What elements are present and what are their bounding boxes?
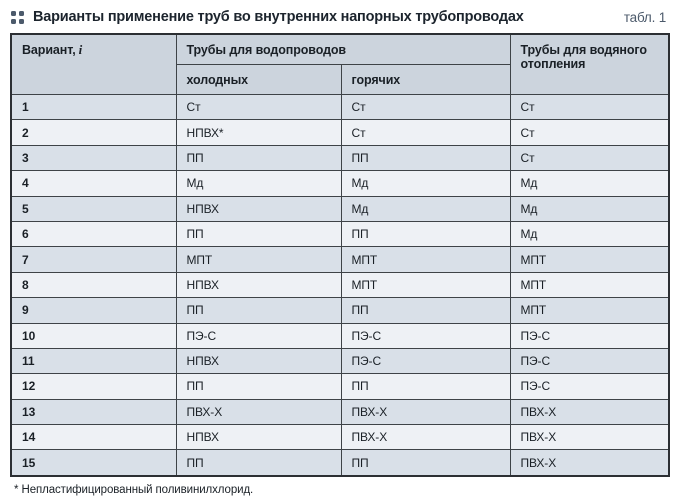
cell-hot: Ст bbox=[340, 93, 511, 121]
table-row: 10 ПЭ-С ПЭ-С ПЭ-С bbox=[10, 322, 670, 349]
table-row: 8 НПВХ МПТ МПТ bbox=[10, 271, 670, 299]
table-row: 12 ПП ПП ПЭ-С bbox=[10, 373, 670, 400]
variant-number: 9 bbox=[10, 297, 177, 324]
cell-cold: НПВХ bbox=[175, 347, 342, 375]
cell-cold: ПП bbox=[175, 220, 342, 248]
cell-hot: ПЭ-С bbox=[340, 322, 511, 349]
cell-hot: ПП bbox=[340, 220, 511, 248]
variant-index-symbol: i bbox=[78, 42, 83, 57]
cell-heating: ПЭ-С bbox=[509, 347, 670, 375]
footnote-marker: * bbox=[14, 483, 19, 496]
variant-number: 7 bbox=[10, 246, 177, 273]
cell-heating: ПВХ-Х bbox=[509, 449, 670, 477]
cell-heating: МПТ bbox=[509, 271, 670, 299]
table-row: 9 ПП ПП МПТ bbox=[10, 297, 670, 324]
cell-hot: ПП bbox=[340, 297, 511, 324]
table-row: 3 ПП ПП Ст bbox=[10, 144, 670, 172]
cell-heating: МПТ bbox=[509, 246, 670, 273]
grid-dot bbox=[11, 10, 16, 16]
cell-hot: ПЭ-С bbox=[340, 347, 511, 375]
cell-hot: МПТ bbox=[340, 246, 511, 273]
cell-hot: Мд bbox=[340, 195, 511, 222]
footnote: * Непластифицированный поливинилхлорид. bbox=[10, 484, 668, 496]
table-number-label: табл. 1 bbox=[623, 9, 666, 25]
cell-heating: Мд bbox=[509, 220, 670, 248]
variant-number: 5 bbox=[10, 195, 177, 222]
grid-dot bbox=[11, 18, 16, 24]
table-row: 2 НПВХ* Ст Ст bbox=[10, 119, 670, 146]
cell-cold: НПВХ bbox=[175, 424, 342, 451]
grid-dot bbox=[19, 18, 24, 24]
cell-cold: Мд bbox=[175, 170, 342, 197]
table-row: 7 МПТ МПТ МПТ bbox=[10, 246, 670, 273]
cell-cold: Ст bbox=[175, 93, 342, 121]
header-heating-pipes: Трубы для водяного отопления bbox=[509, 33, 670, 95]
cell-cold: НПВХ* bbox=[175, 119, 342, 146]
table-row: 1 Ст Ст Ст bbox=[10, 93, 670, 121]
title-bar: Варианты применение труб во внутренних н… bbox=[10, 6, 668, 28]
cell-heating: МПТ bbox=[509, 297, 670, 324]
cell-cold: ПП bbox=[175, 144, 342, 172]
cell-heating: Ст bbox=[509, 119, 670, 146]
header-cold: холодных bbox=[175, 64, 342, 95]
cell-hot: ПП bbox=[340, 449, 511, 477]
variant-number: 11 bbox=[10, 347, 177, 375]
variant-number: 6 bbox=[10, 220, 177, 248]
variant-number: 12 bbox=[10, 373, 177, 400]
cell-hot: МПТ bbox=[340, 271, 511, 299]
cell-hot: ПВХ-Х bbox=[340, 424, 511, 451]
pipe-variants-table: Вариант, i Трубы для водопроводов Трубы д… bbox=[10, 33, 670, 477]
cell-hot: ПП bbox=[340, 373, 511, 400]
variant-number: 4 bbox=[10, 170, 177, 197]
cell-heating: Ст bbox=[509, 144, 670, 172]
cell-hot: Мд bbox=[340, 170, 511, 197]
cell-cold: НПВХ bbox=[175, 271, 342, 299]
table-row: 15 ПП ПП ПВХ-Х bbox=[10, 449, 670, 477]
cell-heating: Мд bbox=[509, 170, 670, 197]
variant-number: 10 bbox=[10, 322, 177, 349]
cell-heating: ПВХ-Х bbox=[509, 398, 670, 426]
header-hot: горячих bbox=[340, 64, 511, 95]
cell-heating: Мд bbox=[509, 195, 670, 222]
table-row: 14 НПВХ ПВХ-Х ПВХ-Х bbox=[10, 424, 670, 451]
grid-dot bbox=[19, 10, 24, 16]
table-row: 6 ПП ПП Мд bbox=[10, 220, 670, 248]
footnote-text: Непластифицированный поливинилхлорид. bbox=[21, 483, 254, 496]
table-row: 4 Мд Мд Мд bbox=[10, 170, 670, 197]
cell-cold: ПП bbox=[175, 449, 342, 477]
header-variant-label: Вариант, bbox=[22, 43, 76, 57]
table-body: 1 Ст Ст Ст 2 НПВХ* Ст Ст 3 ПП ПП Ст 4 Мд… bbox=[10, 93, 670, 477]
variant-number: 15 bbox=[10, 449, 177, 477]
cell-heating: ПЭ-С bbox=[509, 373, 670, 400]
cell-cold: НПВХ bbox=[175, 195, 342, 222]
header-water-pipes: Трубы для водопроводов bbox=[175, 33, 511, 65]
cell-hot: Ст bbox=[340, 119, 511, 146]
header-variant: Вариант, i bbox=[10, 33, 177, 95]
cell-heating: ПВХ-Х bbox=[509, 424, 670, 451]
cell-cold: ПЭ-С bbox=[175, 322, 342, 349]
variant-number: 13 bbox=[10, 398, 177, 426]
cell-hot: ПП bbox=[340, 144, 511, 172]
grid-dots-icon bbox=[11, 10, 24, 24]
cell-hot: ПВХ-Х bbox=[340, 398, 511, 426]
table-row: 5 НПВХ Мд Мд bbox=[10, 195, 670, 222]
cell-cold: МПТ bbox=[175, 246, 342, 273]
variant-number: 2 bbox=[10, 119, 177, 146]
variant-number: 1 bbox=[10, 93, 177, 121]
cell-cold: ПВХ-Х bbox=[175, 398, 342, 426]
cell-heating: Ст bbox=[509, 93, 670, 121]
variant-number: 3 bbox=[10, 144, 177, 172]
page-title: Варианты применение труб во внутренних н… bbox=[33, 9, 524, 25]
variant-number: 8 bbox=[10, 271, 177, 299]
table-row: 13 ПВХ-Х ПВХ-Х ПВХ-Х bbox=[10, 398, 670, 426]
cell-cold: ПП bbox=[175, 297, 342, 324]
cell-cold: ПП bbox=[175, 373, 342, 400]
cell-heating: ПЭ-С bbox=[509, 322, 670, 349]
variant-number: 14 bbox=[10, 424, 177, 451]
table-row: 11 НПВХ ПЭ-С ПЭ-С bbox=[10, 347, 670, 375]
table-header: Вариант, i Трубы для водопроводов Трубы д… bbox=[10, 33, 670, 95]
